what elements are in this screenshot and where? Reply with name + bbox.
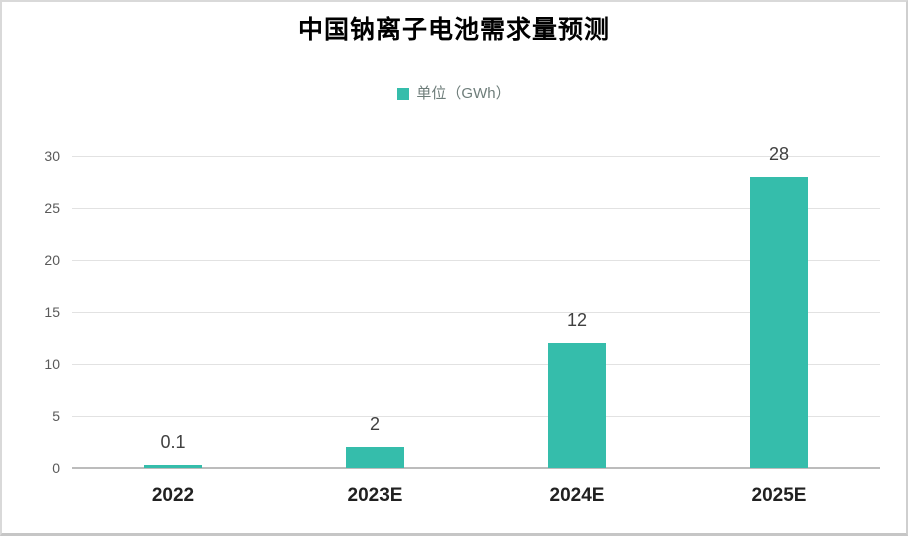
bar-2023E: [346, 447, 404, 468]
y-axis-tick-label: 30: [44, 148, 60, 164]
y-axis-tick-label: 15: [44, 304, 60, 320]
y-axis-tick-label: 0: [52, 460, 60, 476]
bar-value-label: 2: [369, 414, 380, 435]
bar-value-label: 28: [768, 143, 790, 164]
legend: 单位（GWh）: [2, 86, 906, 102]
legend-label: 单位（GWh）: [416, 85, 511, 102]
gridline: [72, 312, 880, 313]
x-axis-tick-label: 2025E: [751, 485, 807, 506]
chart-title: 中国钠离子电池需求量预测: [297, 16, 610, 44]
gridline: [72, 416, 880, 417]
x-axis-tick-label: 2022: [151, 485, 195, 506]
bar-2025E: [750, 176, 808, 468]
legend-swatch-icon: [397, 88, 410, 100]
bar-value-label: 12: [566, 310, 588, 331]
x-axis-tick-label: 2024E: [549, 485, 605, 506]
gridline: [72, 156, 880, 157]
y-axis-tick-label: 25: [44, 200, 60, 216]
gridline: [72, 208, 880, 209]
y-axis-tick-label: 10: [44, 356, 60, 372]
y-axis-tick-label: 20: [44, 252, 60, 268]
bar-2024E: [548, 343, 606, 468]
gridline: [72, 364, 880, 365]
gridline: [72, 260, 880, 261]
bar-value-label: 0.1: [160, 432, 186, 452]
bar-2022: [144, 465, 202, 468]
x-axis-tick-label: 2023E: [347, 485, 403, 506]
x-axis-line: [72, 467, 880, 469]
y-axis-tick-label: 5: [52, 408, 60, 424]
